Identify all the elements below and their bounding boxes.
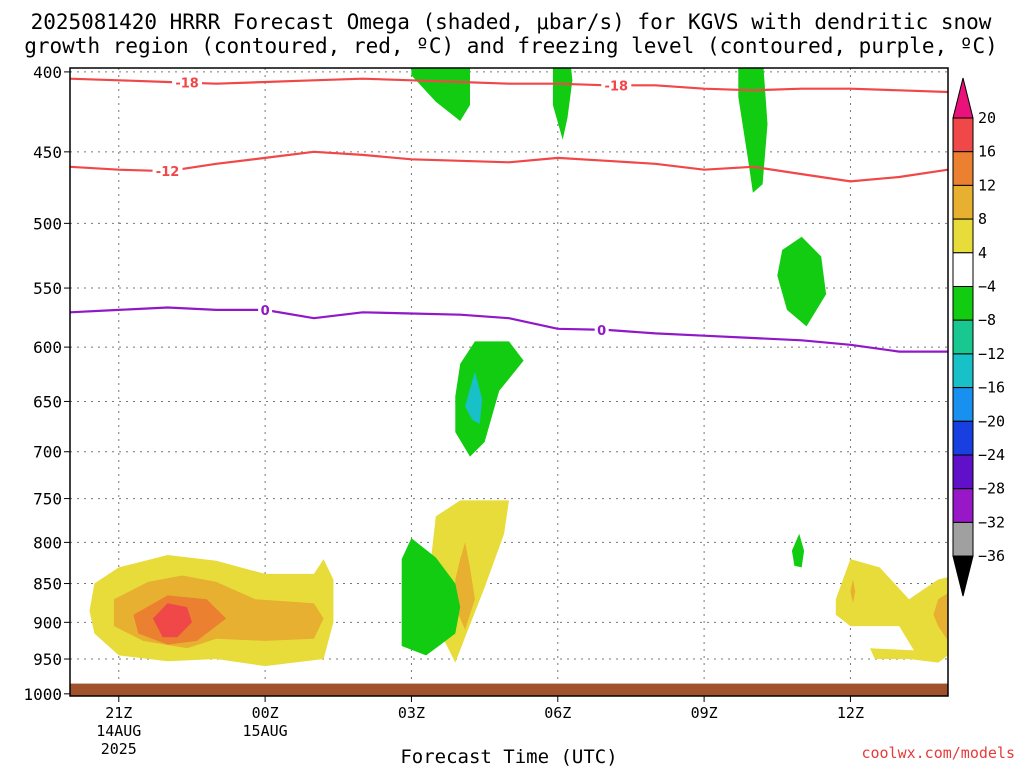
colorbar-box [952, 252, 974, 288]
contour-label-bg [152, 163, 183, 180]
y-tick-label: 700 [33, 443, 62, 462]
y-tick-label: 450 [33, 143, 62, 162]
watermark: coolwx.com/models [861, 744, 1015, 762]
colorbar-top-triangle [952, 77, 974, 119]
plot-area: -18 -18 -12 0 0 [70, 68, 948, 696]
chart-title-line1: 2025081420 HRRR Forecast Omega (shaded, … [31, 10, 992, 34]
colorbar-label: 4 [978, 244, 987, 262]
ground-fill [70, 683, 948, 696]
x-tick-date: 14AUG [96, 722, 141, 740]
x-tick-label: 21Z [105, 704, 132, 722]
x-axis-label: Forecast Time (UTC) [400, 746, 617, 768]
omega-region [152, 603, 192, 638]
contour-label: 0 [597, 324, 606, 339]
contour-line [70, 77, 948, 94]
y-tick-label: 1000 [23, 685, 62, 704]
colorbar-box [952, 218, 974, 254]
y-axis: 2503003504004505005506006507007508008509… [23, 63, 70, 704]
colorbar-label: 16 [978, 143, 996, 161]
y-tick-label: 950 [33, 650, 62, 669]
colorbar-box [952, 420, 974, 456]
x-tick-year: 2025 [101, 740, 137, 758]
colorbar-label: −36 [978, 547, 1005, 565]
omega-region [933, 593, 948, 641]
colorbar-label: −20 [978, 412, 1005, 430]
x-tick-label: 03Z [398, 704, 425, 722]
x-tick-date: 15AUG [243, 722, 288, 740]
chart-title-line2: growth region (contoured, red, ºC) and f… [24, 34, 998, 58]
plot-frame [69, 67, 949, 697]
colorbar-label: −32 [978, 513, 1005, 531]
colorbar-box [952, 353, 974, 389]
colorbar-label: −28 [978, 480, 1005, 498]
colorbar-box [952, 488, 974, 523]
omega-region [552, 68, 573, 140]
plot-content: -18 -18 -12 0 0 [70, 68, 948, 696]
contour-label: -18 [175, 77, 199, 92]
colorbar-box [952, 319, 974, 355]
omega-region [455, 542, 475, 630]
colorbar-box [952, 286, 974, 321]
colorbar-label: −4 [978, 278, 996, 296]
colorbar-box [952, 184, 974, 220]
colorbar-label: −16 [978, 379, 1005, 397]
omega-region [850, 579, 856, 604]
contour-label-bg [601, 77, 632, 94]
colorbar-label: 20 [978, 109, 996, 127]
y-tick-label: 750 [33, 490, 62, 509]
x-tick-label: 00Z [252, 704, 279, 722]
y-tick-label: 900 [33, 613, 62, 632]
contour-label: -12 [156, 165, 180, 180]
contour-line [70, 306, 948, 353]
colorbar-box [952, 387, 974, 422]
colorbar-label: −24 [978, 446, 1005, 464]
x-tick-label: 12Z [837, 704, 864, 722]
y-tick-label: 500 [33, 214, 62, 233]
omega-region [465, 371, 483, 424]
contour-label-bg [258, 301, 273, 318]
omega-region [401, 538, 461, 656]
y-tick-label: 600 [33, 338, 62, 357]
colorbar-label: −8 [978, 311, 996, 329]
colorbar: 20 16 12 8 4 −4 −8 −12 −16 −20 −24 −28 −32 −36 [952, 77, 1005, 597]
colorbar-label: 8 [978, 210, 987, 228]
colorbar-label: −12 [978, 345, 1005, 363]
omega-region [738, 68, 768, 193]
y-tick-label: 800 [33, 533, 62, 552]
y-tick-label: 850 [33, 575, 62, 594]
y-tick-label: 650 [33, 392, 62, 411]
colorbar-label: 12 [978, 176, 996, 194]
colorbar-box [952, 117, 974, 153]
contour-label-bg [594, 321, 609, 338]
colorbar-box [952, 521, 974, 557]
x-tick-label: 09Z [691, 704, 718, 722]
contour-label: 0 [261, 304, 270, 319]
contour-label: -18 [605, 79, 629, 94]
contour-label-bg [172, 74, 203, 91]
omega-region [791, 533, 805, 568]
y-tick-label: 550 [33, 279, 62, 298]
colorbar-box [952, 151, 974, 186]
colorbar-box [952, 454, 974, 490]
colorbar-bottom-triangle [952, 555, 974, 597]
omega-region [835, 559, 948, 663]
y-tick-label: 400 [33, 63, 62, 82]
omega-region [777, 236, 827, 327]
contour-line [70, 150, 948, 183]
x-tick-label: 06Z [544, 704, 571, 722]
omega-region [455, 341, 524, 457]
